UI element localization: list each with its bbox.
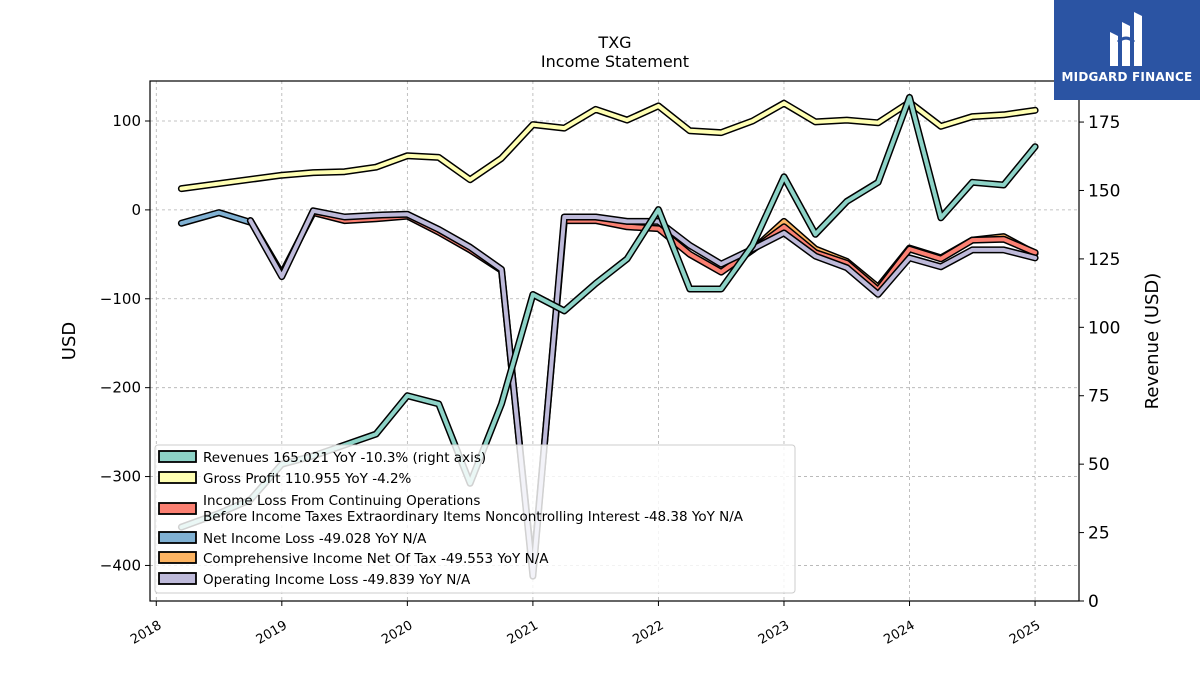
x-tick-label: 2019: [254, 618, 290, 648]
y-tick-label: −400: [100, 556, 141, 574]
grid: [150, 81, 1079, 601]
x-tick-label: 2021: [505, 618, 541, 648]
x-tick-label: 2018: [128, 618, 164, 648]
series-5: [246, 207, 1039, 580]
legend-swatch: [158, 450, 197, 463]
y-axis-label-right: Revenue (USD): [1142, 273, 1163, 410]
x-tick-label: 2023: [756, 618, 792, 648]
series-line: [179, 210, 253, 226]
x-tick-label: 2025: [1007, 618, 1043, 648]
legend-label: Before Income Taxes Extraordinary Items …: [203, 509, 744, 525]
y-right-tick-label: 0: [1088, 592, 1099, 612]
chart-title: TXG: [597, 33, 631, 52]
y-tick-label: −300: [100, 468, 141, 486]
y-tick-label: 0: [131, 201, 141, 219]
plot-frame: [149, 80, 1080, 602]
y-right-tick-label: 125: [1088, 250, 1120, 270]
logo-text: MIDGARD FINANCE: [1061, 70, 1193, 84]
legend-label: Revenues 165.021 YoY -10.3% (right axis): [203, 450, 486, 466]
y-right-tick-label: 150: [1088, 181, 1120, 201]
legend-label: Net Income Loss -49.028 YoY N/A: [203, 531, 427, 547]
right-axis-ticks: 175 150 125 100 75 50 25 0: [1079, 113, 1120, 612]
legend: Revenues 165.021 YoY -10.3% (right axis)…: [154, 444, 796, 594]
legend-label: Income Loss From Continuing Operations: [203, 493, 480, 509]
x-tick-label: 2020: [379, 618, 415, 648]
left-axis-ticks: 100 0 −100 −200 −300 −400: [100, 112, 150, 574]
legend-swatch: [158, 551, 197, 564]
midgard-finance-logo: MIDGARD FINANCE: [1054, 0, 1200, 100]
y-right-tick-label: 175: [1088, 113, 1120, 133]
legend-label: Gross Profit 110.955 YoY -4.2%: [203, 471, 412, 487]
legend-swatch: [158, 502, 197, 515]
y-tick-label: −100: [100, 290, 141, 308]
chart-subtitle: Income Statement: [541, 52, 689, 71]
legend-swatch: [158, 471, 197, 484]
logo-mark-icon: [1110, 12, 1142, 66]
legend-swatch: [158, 572, 197, 585]
y-right-tick-label: 25: [1088, 524, 1110, 544]
x-tick-label: 2022: [630, 618, 666, 648]
legend-swatch: [158, 531, 197, 544]
series-1: [177, 98, 1039, 193]
y-right-tick-label: 100: [1088, 318, 1120, 338]
y-right-tick-label: 50: [1088, 455, 1110, 475]
x-tick-label: 2024: [881, 618, 917, 648]
y-right-tick-label: 75: [1088, 387, 1110, 407]
y-tick-label: 100: [112, 112, 141, 130]
legend-box: [154, 444, 796, 594]
legend-label: Operating Income Loss -49.839 YoY N/A: [203, 572, 471, 588]
legend-label: Comprehensive Income Net Of Tax -49.553 …: [203, 551, 549, 567]
y-axis-label: USD: [59, 322, 80, 360]
series-3: [177, 209, 254, 227]
y-tick-label: −200: [100, 379, 141, 397]
series-line: [248, 208, 1038, 579]
x-axis-ticks: 2018 2019 2020 2021 2022 2023 2024 2025: [128, 601, 1043, 648]
